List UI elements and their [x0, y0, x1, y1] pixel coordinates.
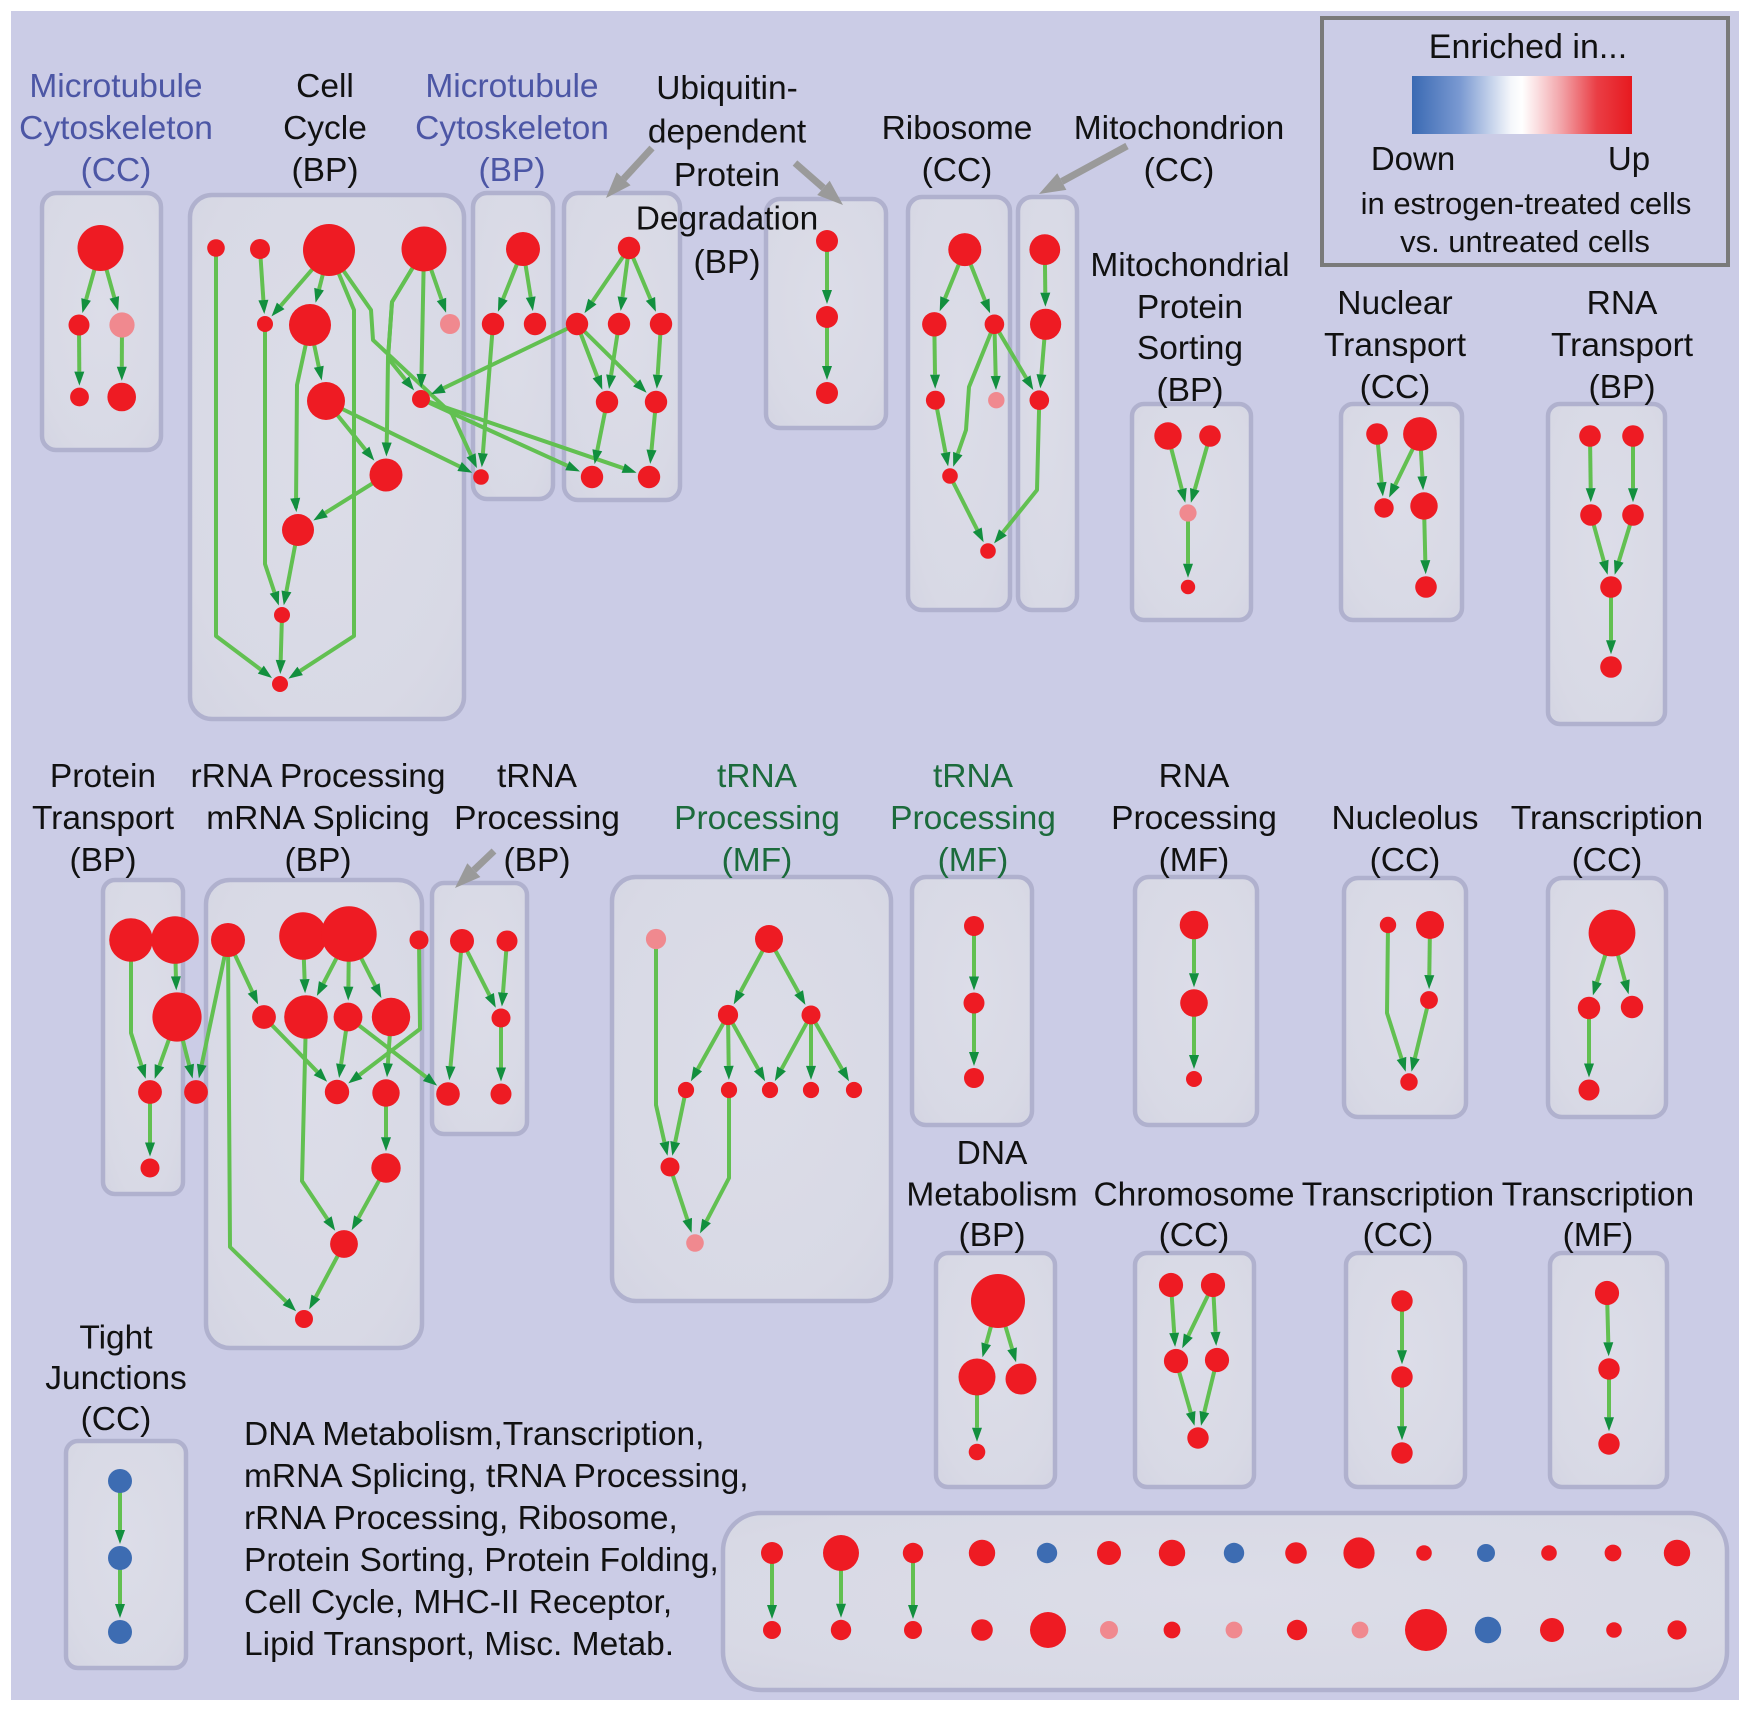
svg-text:mRNA Splicing: mRNA Splicing [206, 800, 429, 837]
svg-text:Cell Cycle, MHC-II Receptor,: Cell Cycle, MHC-II Receptor, [244, 1584, 672, 1621]
svg-text:(CC): (CC) [1144, 152, 1215, 189]
svg-text:Transport: Transport [1551, 327, 1694, 364]
svg-text:DNA Metabolism,Transcription,: DNA Metabolism,Transcription, [244, 1416, 704, 1453]
svg-text:Processing: Processing [454, 800, 620, 837]
svg-text:tRNA: tRNA [717, 758, 798, 795]
svg-text:Junctions: Junctions [45, 1360, 187, 1397]
svg-text:Enriched in...: Enriched in... [1429, 28, 1627, 66]
svg-text:Nuclear: Nuclear [1337, 285, 1452, 322]
svg-text:Processing: Processing [890, 800, 1056, 837]
svg-text:(BP): (BP) [504, 842, 571, 879]
svg-text:RNA: RNA [1159, 758, 1230, 795]
svg-text:vs. untreated cells: vs. untreated cells [1400, 224, 1650, 259]
svg-text:(MF): (MF) [1563, 1217, 1634, 1254]
svg-text:(MF): (MF) [1159, 842, 1230, 879]
svg-text:Transcription: Transcription [1511, 800, 1703, 837]
svg-text:(CC): (CC) [1159, 1217, 1230, 1254]
svg-text:(CC): (CC) [922, 152, 993, 189]
svg-text:RNA: RNA [1587, 285, 1658, 322]
svg-text:Mitochondrial: Mitochondrial [1090, 247, 1289, 284]
svg-text:Transcription: Transcription [1502, 1177, 1694, 1214]
svg-text:Microtubule: Microtubule [29, 68, 202, 105]
svg-text:Metabolism: Metabolism [906, 1177, 1077, 1214]
svg-text:Sorting: Sorting [1137, 330, 1243, 367]
svg-text:mRNA Splicing, tRNA Processing: mRNA Splicing, tRNA Processing, [244, 1458, 749, 1495]
svg-text:Chromosome: Chromosome [1093, 1177, 1294, 1214]
svg-text:(CC): (CC) [1572, 842, 1643, 879]
svg-text:dependent: dependent [648, 114, 807, 151]
svg-text:(BP): (BP) [70, 842, 137, 879]
svg-text:in estrogen-treated cells: in estrogen-treated cells [1361, 186, 1692, 221]
svg-text:Nucleolus: Nucleolus [1331, 800, 1478, 837]
svg-text:(BP): (BP) [694, 244, 761, 281]
svg-text:(CC): (CC) [1363, 1217, 1434, 1254]
svg-text:Processing: Processing [674, 800, 840, 837]
svg-text:(BP): (BP) [1157, 372, 1224, 409]
svg-text:Cell: Cell [296, 68, 354, 105]
svg-text:Ribosome: Ribosome [882, 110, 1033, 147]
svg-text:Ubiquitin-: Ubiquitin- [656, 70, 798, 107]
svg-text:Tight: Tight [79, 1320, 153, 1357]
svg-text:rRNA Processing: rRNA Processing [190, 758, 445, 795]
svg-text:(CC): (CC) [81, 152, 152, 189]
svg-text:Down: Down [1371, 140, 1455, 177]
svg-text:Processing: Processing [1111, 800, 1277, 837]
svg-text:(CC): (CC) [1370, 842, 1441, 879]
svg-text:Transcription: Transcription [1302, 1177, 1494, 1214]
svg-text:(BP): (BP) [959, 1217, 1026, 1254]
svg-text:Microtubule: Microtubule [425, 68, 598, 105]
svg-text:Protein: Protein [1137, 289, 1243, 326]
svg-text:(BP): (BP) [292, 152, 359, 189]
svg-text:tRNA: tRNA [933, 758, 1014, 795]
svg-text:Cycle: Cycle [283, 110, 367, 147]
svg-text:Transport: Transport [1324, 327, 1467, 364]
svg-text:(BP): (BP) [285, 842, 352, 879]
svg-text:Protein Sorting, Protein Foldi: Protein Sorting, Protein Folding, [244, 1542, 719, 1579]
svg-text:(MF): (MF) [938, 842, 1009, 879]
svg-text:(BP): (BP) [479, 152, 546, 189]
svg-text:(BP): (BP) [1589, 369, 1656, 406]
svg-text:Degradation: Degradation [636, 201, 819, 238]
svg-text:Cytoskeleton: Cytoskeleton [19, 110, 213, 147]
svg-text:Lipid Transport, Misc. Metab.: Lipid Transport, Misc. Metab. [244, 1626, 674, 1663]
svg-text:(CC): (CC) [81, 1401, 152, 1438]
svg-text:DNA: DNA [957, 1135, 1028, 1172]
svg-text:Transport: Transport [32, 800, 175, 837]
svg-text:rRNA Processing, Ribosome,: rRNA Processing, Ribosome, [244, 1500, 678, 1537]
svg-text:Mitochondrion: Mitochondrion [1074, 110, 1284, 147]
svg-text:Protein: Protein [674, 157, 780, 194]
svg-text:Protein: Protein [50, 758, 156, 795]
svg-text:(MF): (MF) [722, 842, 793, 879]
svg-text:tRNA: tRNA [497, 758, 578, 795]
svg-text:Cytoskeleton: Cytoskeleton [415, 110, 609, 147]
svg-text:Up: Up [1608, 140, 1650, 177]
svg-text:(CC): (CC) [1360, 369, 1431, 406]
